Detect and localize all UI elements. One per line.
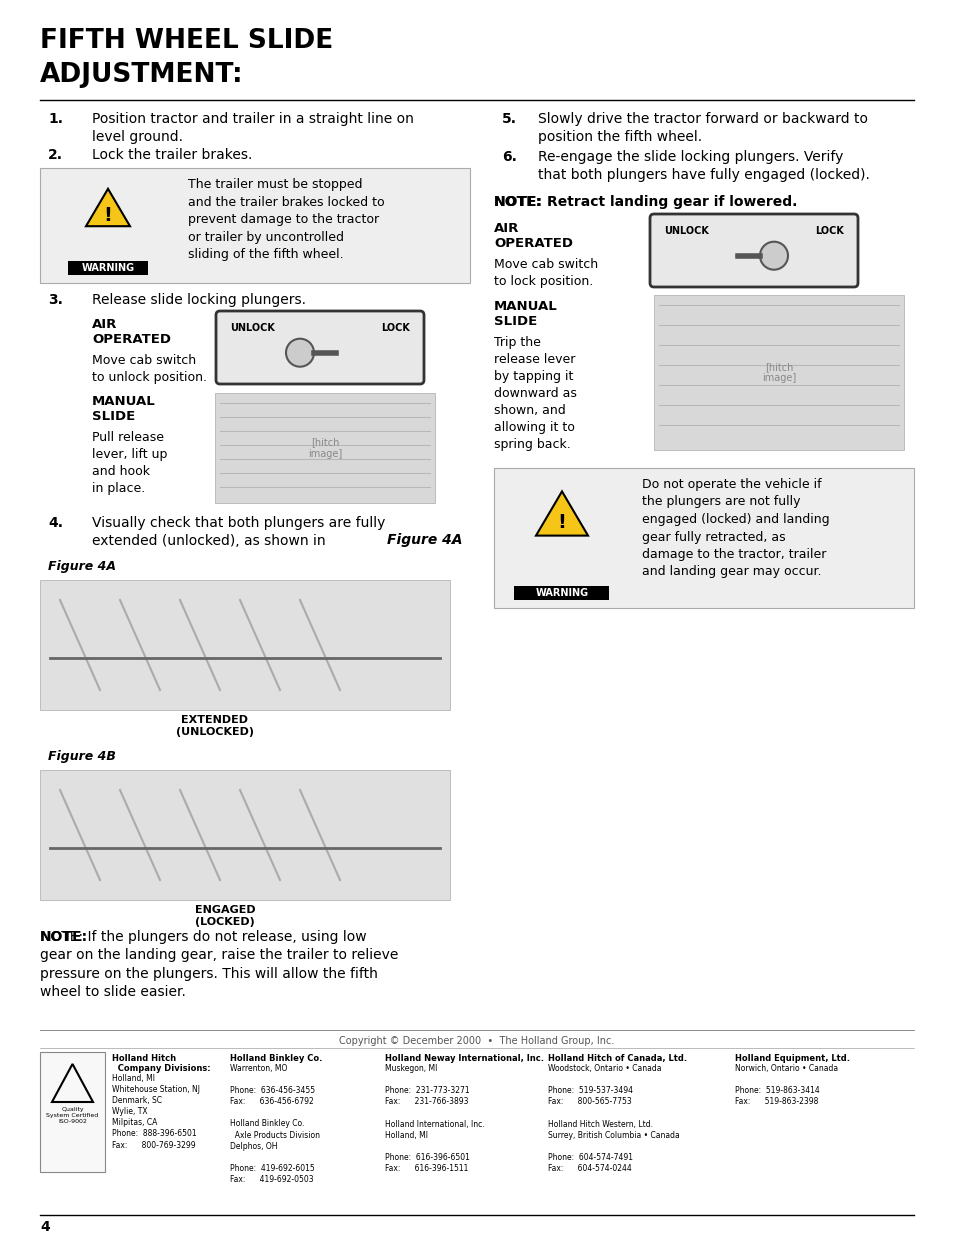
Text: 5.: 5. [501,112,517,126]
Text: Move cab switch
to lock position.: Move cab switch to lock position. [494,258,598,288]
Text: NOTE: Retract landing gear if lowered.: NOTE: Retract landing gear if lowered. [494,195,797,209]
Text: 6.: 6. [501,149,517,164]
Text: 4: 4 [40,1220,50,1234]
Text: Lock the trailer brakes.: Lock the trailer brakes. [91,148,253,162]
Polygon shape [86,189,130,226]
Text: Re-engage the slide locking plungers. Verify
that both plungers have fully engag: Re-engage the slide locking plungers. Ve… [537,149,869,183]
Text: WARNING: WARNING [535,588,588,598]
Text: Trip the
release lever
by tapping it
downward as
shown, and
allowing it to
sprin: Trip the release lever by tapping it dow… [494,336,577,451]
FancyBboxPatch shape [68,261,148,275]
Text: Figure 4A: Figure 4A [48,559,116,573]
Text: Holland Hitch
  Company Divisions:: Holland Hitch Company Divisions: [112,1053,211,1073]
Text: LOCK: LOCK [814,226,843,236]
Text: 1.: 1. [48,112,63,126]
Text: Slowly drive the tractor forward or backward to
position the fifth wheel.: Slowly drive the tractor forward or back… [537,112,867,144]
Text: Holland, MI
Whitehouse Station, NJ
Denmark, SC
Wylie, TX
Milpitas, CA
Phone:  88: Holland, MI Whitehouse Station, NJ Denma… [112,1074,200,1150]
Text: AIR
OPERATED: AIR OPERATED [91,317,171,346]
Text: Visually check that both plungers are fully
extended (unlocked), as shown in: Visually check that both plungers are fu… [91,516,385,548]
Text: Copyright © December 2000  •  The Holland Group, Inc.: Copyright © December 2000 • The Holland … [339,1036,614,1046]
FancyBboxPatch shape [649,214,857,287]
Text: Quality
System Certified
ISO-9002: Quality System Certified ISO-9002 [47,1107,98,1124]
FancyBboxPatch shape [654,295,903,450]
Text: Release slide locking plungers.: Release slide locking plungers. [91,293,306,308]
FancyBboxPatch shape [214,393,435,503]
Text: UNLOCK: UNLOCK [230,324,274,333]
Text: Pull release
lever, lift up
and hook
in place.: Pull release lever, lift up and hook in … [91,431,167,495]
Text: Holland Neway International, Inc.: Holland Neway International, Inc. [385,1053,543,1063]
Text: [hitch
image]: [hitch image] [761,362,796,383]
Text: NOTE:: NOTE: [494,195,541,209]
Text: Holland Binkley Co.: Holland Binkley Co. [230,1053,322,1063]
Text: FIFTH WHEEL SLIDE: FIFTH WHEEL SLIDE [40,28,333,54]
Text: 4.: 4. [48,516,63,530]
FancyBboxPatch shape [215,311,423,384]
Text: .: . [452,534,456,547]
Text: Holland Hitch of Canada, Ltd.: Holland Hitch of Canada, Ltd. [547,1053,686,1063]
Text: [hitch
image]: [hitch image] [308,437,342,458]
Text: EXTENDED
(UNLOCKED): EXTENDED (UNLOCKED) [175,715,253,737]
Text: Warrenton, MO

Phone:  636-456-3455
Fax:      636-456-6792

Holland Binkley Co.
: Warrenton, MO Phone: 636-456-3455 Fax: 6… [230,1065,319,1184]
Text: Position tractor and trailer in a straight line on
level ground.: Position tractor and trailer in a straig… [91,112,414,144]
FancyBboxPatch shape [40,580,450,710]
Text: Woodstock, Ontario • Canada

Phone:  519-537-3494
Fax:      800-565-7753

Hollan: Woodstock, Ontario • Canada Phone: 519-5… [547,1065,679,1173]
Polygon shape [536,492,587,536]
Text: 3.: 3. [48,293,63,308]
Text: !: ! [557,513,566,532]
Text: !: ! [104,206,112,225]
Text: UNLOCK: UNLOCK [663,226,708,236]
Text: Muskegon, MI

Phone:  231-773-3271
Fax:      231-766-3893

Holland International: Muskegon, MI Phone: 231-773-3271 Fax: 23… [385,1065,484,1173]
Text: ADJUSTMENT:: ADJUSTMENT: [40,62,243,88]
FancyBboxPatch shape [494,468,913,608]
FancyBboxPatch shape [40,1052,105,1172]
Text: Do not operate the vehicle if
the plungers are not fully
engaged (locked) and la: Do not operate the vehicle if the plunge… [641,478,829,578]
Text: AIR
OPERATED: AIR OPERATED [494,222,573,249]
Text: MANUAL
SLIDE: MANUAL SLIDE [494,300,558,329]
FancyBboxPatch shape [514,585,609,600]
Text: NOTE: If the plungers do not release, using low
gear on the landing gear, raise : NOTE: If the plungers do not release, us… [40,930,398,999]
Text: Move cab switch
to unlock position.: Move cab switch to unlock position. [91,354,207,384]
Text: Figure 4A: Figure 4A [387,534,462,547]
Text: LOCK: LOCK [381,324,410,333]
Ellipse shape [286,338,314,367]
Text: WARNING: WARNING [81,263,134,273]
Ellipse shape [760,242,787,269]
Text: Holland Equipment, Ltd.: Holland Equipment, Ltd. [734,1053,849,1063]
Text: Norwich, Ontario • Canada

Phone:  519-863-3414
Fax:      519-863-2398: Norwich, Ontario • Canada Phone: 519-863… [734,1065,838,1107]
Text: ENGAGED
(LOCKED): ENGAGED (LOCKED) [194,905,255,927]
Text: MANUAL
SLIDE: MANUAL SLIDE [91,395,155,424]
FancyBboxPatch shape [40,168,470,283]
Text: Figure 4B: Figure 4B [48,750,115,763]
FancyBboxPatch shape [40,769,450,900]
Text: 2.: 2. [48,148,63,162]
Text: The trailer must be stopped
and the trailer brakes locked to
prevent damage to t: The trailer must be stopped and the trai… [188,178,384,261]
Text: NOTE:: NOTE: [40,930,88,944]
